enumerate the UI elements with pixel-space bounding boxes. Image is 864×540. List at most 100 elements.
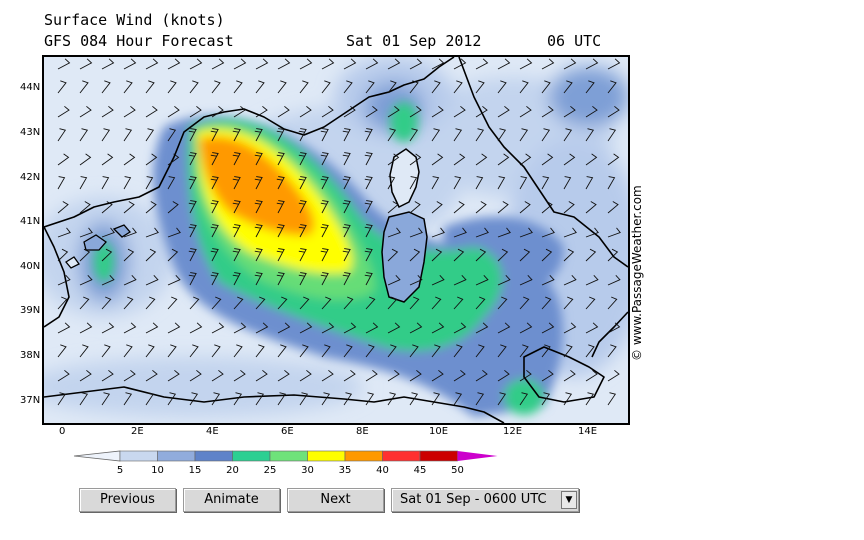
wind-barb (343, 58, 357, 70)
wind-barb (255, 344, 265, 358)
legend-swatch (344, 450, 383, 462)
wind-barb (365, 369, 378, 382)
wind-barb (320, 176, 329, 190)
legend-swatch (119, 450, 158, 462)
forecast-time: 06 UTC (547, 32, 602, 50)
wind-barb (188, 248, 197, 262)
forecast-date: Sat 01 Sep 2012 (346, 32, 482, 50)
wind-speed-legend: 5 10 15 20 25 30 35 40 45 50 (73, 450, 498, 476)
wind-barb (167, 369, 180, 382)
wind-barb (277, 296, 288, 310)
wind-barb (57, 153, 70, 166)
wind-barb (541, 176, 550, 190)
wind-barb (101, 274, 115, 286)
wind-barb (101, 392, 111, 406)
wind-barb (409, 80, 419, 94)
wind-barb (123, 227, 137, 238)
wind-barb (79, 296, 90, 310)
wind-barb (475, 80, 485, 94)
wind-barb (167, 248, 179, 262)
wind-barb (519, 153, 532, 166)
wind-barb (321, 369, 334, 382)
legend-label: 10 (151, 465, 164, 476)
wind-barb (585, 392, 595, 406)
wind-barb (563, 58, 577, 70)
next-button[interactable]: Next (287, 488, 384, 512)
wind-barb (123, 128, 133, 142)
wind-barb (101, 227, 115, 238)
wind-barb (255, 322, 269, 334)
wind-barb (167, 201, 179, 214)
wind-barb (321, 392, 331, 406)
previous-button[interactable]: Previous (79, 488, 176, 512)
legend-swatch (194, 450, 233, 462)
lon-label: 0 (59, 426, 66, 437)
wind-barb (475, 322, 489, 334)
wind-barb (145, 322, 159, 334)
wind-barb (607, 201, 619, 214)
animate-button[interactable]: Animate (183, 488, 280, 512)
wind-barb (276, 272, 285, 286)
wind-barb (188, 128, 197, 142)
wind-barb (145, 58, 159, 70)
wind-barb (563, 274, 577, 286)
wind-barb (233, 392, 243, 406)
wind-barb (276, 128, 285, 142)
wind-map-graphic (44, 57, 628, 423)
wind-barb (519, 227, 533, 238)
forecast-time-select[interactable]: Sat 01 Sep - 0600 UTC ▼ (391, 488, 579, 512)
wind-barb (387, 153, 400, 166)
wind-barb (210, 152, 219, 166)
wind-barb (189, 105, 202, 118)
wind-barb (232, 224, 241, 238)
wind-barb (365, 105, 378, 118)
wind-barb (101, 58, 115, 70)
wind-barb (497, 369, 510, 382)
wind-barb (123, 58, 137, 70)
wind-barb (79, 227, 93, 238)
wind-barb (276, 176, 285, 190)
site-credit: © www.PassageWeather.com (630, 185, 644, 361)
wind-barb (409, 392, 419, 406)
wind-barb (453, 201, 465, 214)
wind-barb (145, 105, 158, 118)
wind-barb (57, 105, 70, 118)
wind-barb (211, 322, 225, 334)
wind-barb (607, 322, 621, 334)
wind-barb (57, 296, 68, 310)
legend-label: 5 (117, 465, 123, 476)
wind-barb (607, 227, 621, 238)
wind-barb (101, 296, 112, 310)
wind-barb (189, 392, 199, 406)
wind-barb (387, 274, 401, 286)
wind-barb (167, 296, 178, 310)
wind-barb (145, 248, 157, 262)
wind-barb (475, 128, 485, 142)
wind-barb (409, 153, 422, 166)
wind-barb (321, 58, 335, 70)
wind-barb (211, 369, 224, 382)
wind-barb (607, 344, 617, 358)
wind-barb (233, 296, 244, 310)
wind-barb (255, 58, 269, 70)
wind-barb (167, 128, 177, 142)
wind-barb (453, 392, 463, 406)
wind-barb (541, 80, 551, 94)
wind-barb (453, 248, 465, 262)
wind-barb (189, 80, 199, 94)
wind-barb (79, 58, 93, 70)
wind-barb (343, 369, 356, 382)
wind-barb (211, 80, 221, 94)
wind-barb (563, 296, 574, 310)
wind-barb (123, 176, 132, 190)
lat-label: 37N (20, 395, 41, 406)
wind-barb (277, 58, 291, 70)
wind-barb (342, 176, 351, 190)
wind-barb (298, 248, 307, 262)
wind-barb (453, 274, 467, 286)
wind-barb (342, 128, 351, 142)
wind-barb (189, 58, 203, 70)
chevron-down-icon[interactable]: ▼ (561, 491, 577, 509)
wind-barb (298, 200, 307, 214)
wind-barb (497, 80, 507, 94)
